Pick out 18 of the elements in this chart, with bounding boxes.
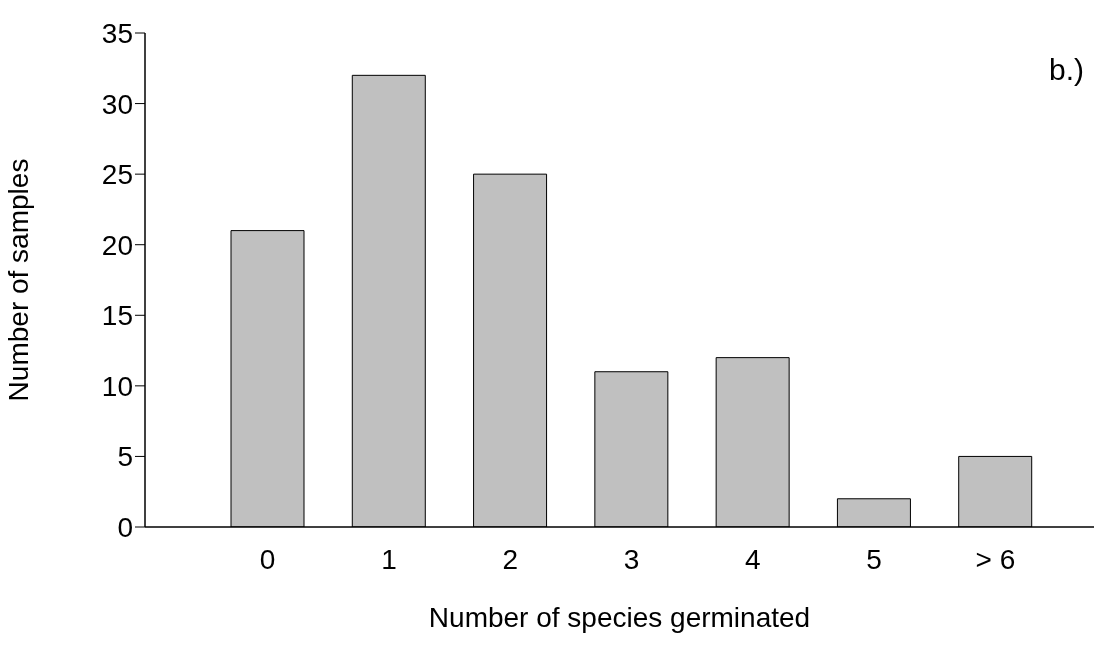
x-tick-label: 1 (381, 543, 397, 575)
y-axis-title: Number of samples (2, 158, 34, 402)
y-tick-label: 5 (117, 441, 133, 473)
x-tick-label: 2 (502, 543, 518, 575)
x-tick-label: 5 (866, 543, 882, 575)
y-tick-label: 10 (101, 370, 133, 402)
y-tick-label: 15 (101, 300, 133, 332)
x-axis-title: Number of species germinated (428, 602, 811, 633)
annotation: b.) (1048, 53, 1084, 87)
y-tick-label: 30 (101, 88, 133, 120)
y-tick-label: 35 (101, 17, 133, 49)
y-tick-label: 25 (101, 159, 133, 191)
y-tick-label: 0 (117, 511, 133, 543)
y-tick-label: 20 (101, 229, 133, 261)
x-tick-label: > 6 (975, 543, 1016, 575)
x-tick-label: 3 (623, 543, 640, 575)
x-tick-label: 4 (745, 543, 761, 575)
x-tick-label: 0 (259, 543, 276, 575)
